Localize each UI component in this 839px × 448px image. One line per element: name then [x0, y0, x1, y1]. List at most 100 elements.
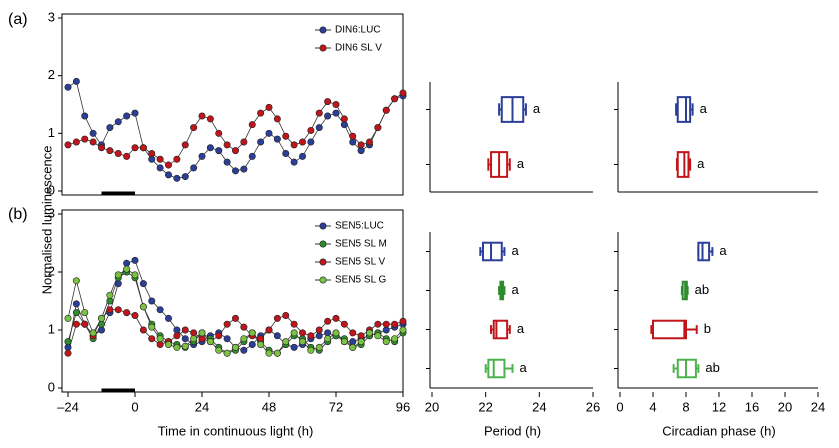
data-point	[123, 259, 131, 267]
box	[676, 151, 690, 178]
data-point	[72, 300, 80, 308]
legend-marker	[319, 26, 327, 34]
data-point	[382, 320, 390, 328]
x-tick-label: 96	[396, 399, 410, 414]
data-point	[232, 147, 240, 155]
data-point	[265, 349, 273, 357]
data-point	[298, 329, 306, 337]
data-point	[198, 329, 206, 337]
data-point	[290, 320, 298, 328]
legend-marker	[319, 276, 327, 284]
data-point	[324, 317, 332, 325]
data-point	[156, 155, 164, 163]
data-point	[324, 112, 332, 120]
x-tick-label: 16	[745, 399, 759, 414]
significance-label: a	[697, 156, 705, 171]
x-tick-label: 8	[682, 399, 689, 414]
data-point	[324, 329, 332, 337]
significance-label: a	[520, 360, 528, 375]
box	[481, 241, 503, 262]
x-tick-label: 48	[262, 399, 276, 414]
legend-label: DIN6:LUC	[335, 25, 381, 36]
data-point	[215, 147, 223, 155]
data-point	[123, 309, 131, 317]
data-point	[215, 129, 223, 137]
legend-marker	[319, 258, 327, 266]
x-tick-label: 4	[649, 399, 656, 414]
significance-label: a	[517, 156, 525, 171]
data-point	[298, 338, 306, 346]
data-point	[315, 124, 323, 132]
data-point	[190, 164, 198, 172]
significance-label: a	[700, 101, 708, 116]
y-tick-label: 0	[48, 379, 55, 394]
data-point	[307, 346, 315, 354]
data-point	[365, 329, 373, 337]
data-point	[106, 297, 114, 305]
x-tick-label: 26	[586, 399, 600, 414]
data-point	[114, 280, 122, 288]
data-point	[273, 115, 281, 123]
data-point	[382, 326, 390, 334]
y-axis-title: Normalised luminescence	[39, 146, 54, 295]
data-point	[240, 346, 248, 354]
x-tick-label: 72	[329, 399, 343, 414]
legend-label: SEN5 SL G	[335, 275, 387, 286]
data-point	[190, 124, 198, 132]
x-tick-label: –24	[57, 399, 79, 414]
x-tick-label: 24	[532, 399, 546, 414]
x-tick-label: 0	[616, 399, 623, 414]
data-point	[89, 329, 97, 337]
data-point	[72, 277, 80, 285]
y-tick-label: 1	[48, 125, 55, 140]
data-point	[165, 340, 173, 348]
panel-label: (b)	[8, 206, 28, 223]
legend-marker	[319, 44, 327, 52]
data-point	[148, 335, 156, 343]
data-point	[232, 343, 240, 351]
data-point	[206, 338, 214, 346]
data-point	[248, 329, 256, 337]
data-point	[265, 103, 273, 111]
data-point	[181, 342, 189, 350]
data-point	[232, 167, 240, 175]
data-point	[64, 314, 72, 322]
data-point	[315, 109, 323, 117]
data-point	[248, 340, 256, 348]
x-tick-label: 22	[478, 399, 492, 414]
data-point	[315, 343, 323, 351]
significance-label: a	[533, 101, 541, 116]
data-point	[257, 340, 265, 348]
data-point	[332, 329, 340, 337]
data-point	[349, 338, 357, 346]
data-point	[98, 144, 106, 152]
data-point	[64, 338, 72, 346]
data-point	[131, 256, 139, 264]
data-point	[98, 320, 106, 328]
data-point	[399, 89, 407, 97]
dark-period	[101, 388, 135, 393]
data-point	[240, 335, 248, 343]
data-point	[357, 147, 365, 155]
x-axis-title: Period (h)	[484, 423, 541, 438]
plot-frame	[61, 209, 404, 393]
box	[676, 96, 692, 123]
data-point	[257, 138, 265, 146]
data-point	[399, 317, 407, 325]
data-point	[206, 144, 214, 152]
data-point	[148, 155, 156, 163]
data-point	[106, 124, 114, 132]
box	[652, 319, 687, 340]
data-point	[114, 150, 122, 158]
significance-label: ab	[695, 282, 709, 297]
data-point	[357, 141, 365, 149]
data-point	[64, 343, 72, 351]
data-point	[215, 332, 223, 340]
data-point	[265, 326, 273, 334]
data-point	[72, 320, 80, 328]
data-point	[89, 138, 97, 146]
y-tick-label: 3	[48, 9, 55, 24]
data-point	[391, 320, 399, 328]
